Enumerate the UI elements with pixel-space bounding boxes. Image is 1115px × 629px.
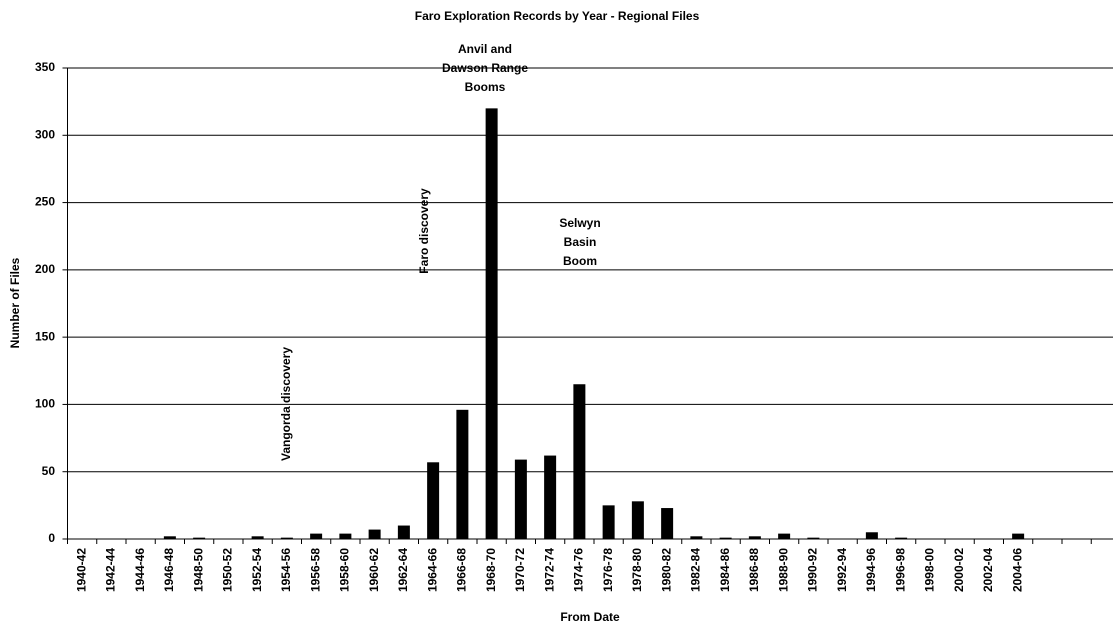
bar bbox=[807, 537, 820, 539]
x-tick-label: 1998-00 bbox=[923, 548, 937, 592]
y-tick-label: 100 bbox=[35, 397, 55, 411]
bar bbox=[251, 536, 264, 539]
x-tick-label: 1944-46 bbox=[133, 548, 147, 592]
bar bbox=[339, 533, 352, 539]
annotation: Boom bbox=[563, 254, 597, 268]
x-tick-label: 1958-60 bbox=[338, 548, 352, 592]
annotation: Anvil and bbox=[458, 42, 512, 56]
bar bbox=[368, 529, 381, 539]
x-tick-label: 1996-98 bbox=[893, 548, 907, 592]
bar bbox=[456, 409, 469, 539]
x-tick-label: 2004-06 bbox=[1010, 548, 1024, 592]
x-tick-label: 1950-52 bbox=[221, 548, 235, 592]
chart-title: Faro Exploration Records by Year - Regio… bbox=[415, 9, 700, 23]
bar bbox=[719, 537, 732, 539]
x-tick-label: 1960-62 bbox=[367, 548, 381, 592]
bar bbox=[602, 505, 615, 539]
x-tick-label: 1946-48 bbox=[162, 548, 176, 592]
x-tick-label: 1972-74 bbox=[542, 548, 556, 592]
bar bbox=[1012, 533, 1025, 539]
annotation: Faro discovery bbox=[417, 188, 431, 274]
x-tick-label: 1994-96 bbox=[864, 548, 878, 592]
x-tick-label: 1966-68 bbox=[455, 548, 469, 592]
y-tick-label: 200 bbox=[35, 262, 55, 276]
x-tick-label: 1962-64 bbox=[396, 548, 410, 592]
x-tick-label: 1974-76 bbox=[572, 548, 586, 592]
x-tick-label: 2002-04 bbox=[981, 548, 995, 592]
x-tick-label: 1980-82 bbox=[659, 548, 673, 592]
x-tick-label: 1968-70 bbox=[484, 548, 498, 592]
x-tick-label: 2000-02 bbox=[952, 548, 966, 592]
annotation: Basin bbox=[564, 235, 597, 249]
bar bbox=[573, 384, 586, 539]
y-tick-label: 150 bbox=[35, 329, 55, 343]
bar bbox=[865, 532, 878, 539]
y-tick-label: 0 bbox=[48, 531, 55, 545]
x-tick-label: 1986-88 bbox=[747, 548, 761, 592]
bar bbox=[778, 533, 791, 539]
x-tick-label: 1940-42 bbox=[74, 548, 88, 592]
x-tick-label: 1990-92 bbox=[806, 548, 820, 592]
bar bbox=[748, 536, 761, 539]
y-tick-label: 250 bbox=[35, 195, 55, 209]
bar bbox=[895, 537, 908, 539]
bar bbox=[310, 533, 323, 539]
x-tick-label: 1970-72 bbox=[513, 548, 527, 592]
x-tick-label: 1992-94 bbox=[835, 548, 849, 592]
x-tick-label: 1954-56 bbox=[279, 548, 293, 592]
x-tick-label: 1948-50 bbox=[191, 548, 205, 592]
x-tick-label: 1964-66 bbox=[425, 548, 439, 592]
annotation: Dawson Range bbox=[442, 61, 528, 75]
annotation: Selwyn bbox=[559, 216, 600, 230]
bar bbox=[544, 455, 557, 539]
y-axis-label: Number of Files bbox=[8, 257, 22, 348]
x-tick-label: 1984-86 bbox=[718, 548, 732, 592]
bar bbox=[280, 537, 293, 539]
annotation: Vangorda discovery bbox=[279, 347, 293, 461]
bar bbox=[661, 508, 674, 539]
bar bbox=[514, 459, 527, 539]
bar bbox=[427, 462, 440, 539]
y-tick-label: 50 bbox=[42, 464, 56, 478]
bar bbox=[631, 501, 644, 539]
bar bbox=[485, 108, 498, 539]
annotation: Booms bbox=[465, 80, 506, 94]
x-tick-label: 1942-44 bbox=[104, 548, 118, 592]
bar bbox=[193, 537, 206, 539]
bar bbox=[690, 536, 703, 539]
x-tick-label: 1978-80 bbox=[630, 548, 644, 592]
bar bbox=[163, 536, 176, 539]
x-axis-label: From Date bbox=[560, 610, 620, 624]
y-tick-label: 300 bbox=[35, 127, 55, 141]
y-tick-label: 350 bbox=[35, 60, 55, 74]
bar bbox=[397, 525, 410, 539]
x-tick-label: 1952-54 bbox=[250, 548, 264, 592]
x-tick-label: 1976-78 bbox=[601, 548, 615, 592]
x-tick-label: 1988-90 bbox=[776, 548, 790, 592]
x-tick-label: 1956-58 bbox=[308, 548, 322, 592]
x-tick-label: 1982-84 bbox=[689, 548, 703, 592]
